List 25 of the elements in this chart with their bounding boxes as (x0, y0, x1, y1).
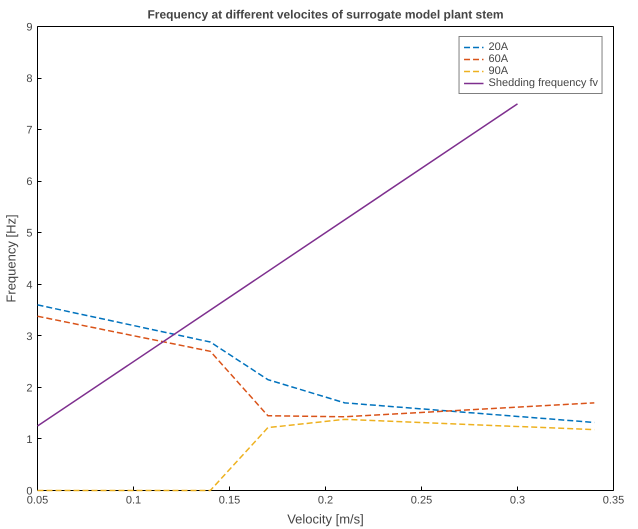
chart-title: Frequency at different velocites of surrogate model plant stem (147, 8, 504, 22)
x-tick-label: 0.05 (26, 494, 48, 506)
y-axis-title: Frequency [Hz] (3, 214, 18, 303)
legend-label: 20A (488, 41, 509, 53)
y-tick-label: 1 (26, 434, 33, 446)
y-tick-label: 4 (26, 279, 33, 292)
legend-label: 90A (488, 65, 509, 77)
y-tick-label: 2 (26, 382, 33, 394)
x-tick-label: 0.15 (218, 494, 240, 506)
y-tick-label: 6 (26, 176, 33, 188)
x-tick-label: 0.25 (410, 494, 432, 506)
y-tick-label: 5 (26, 228, 33, 240)
x-axis-title: Velocity [m/s] (287, 512, 364, 526)
y-tick-label: 7 (26, 124, 33, 137)
y-tick-label: 9 (26, 22, 33, 34)
y-tick-label: 8 (26, 73, 33, 86)
line-series (36, 418, 596, 492)
y-tick-label: 3 (26, 330, 33, 343)
x-tick-label: 0.2 (318, 494, 334, 506)
y-tick-label: 0 (26, 486, 33, 498)
x-tick-label: 0.3 (510, 494, 526, 506)
x-tick-label: 0.35 (602, 494, 624, 506)
legend-label: Shedding frequency fv (488, 77, 598, 89)
legend-label: 60A (488, 53, 509, 65)
x-tick-label: 0.1 (126, 494, 142, 506)
